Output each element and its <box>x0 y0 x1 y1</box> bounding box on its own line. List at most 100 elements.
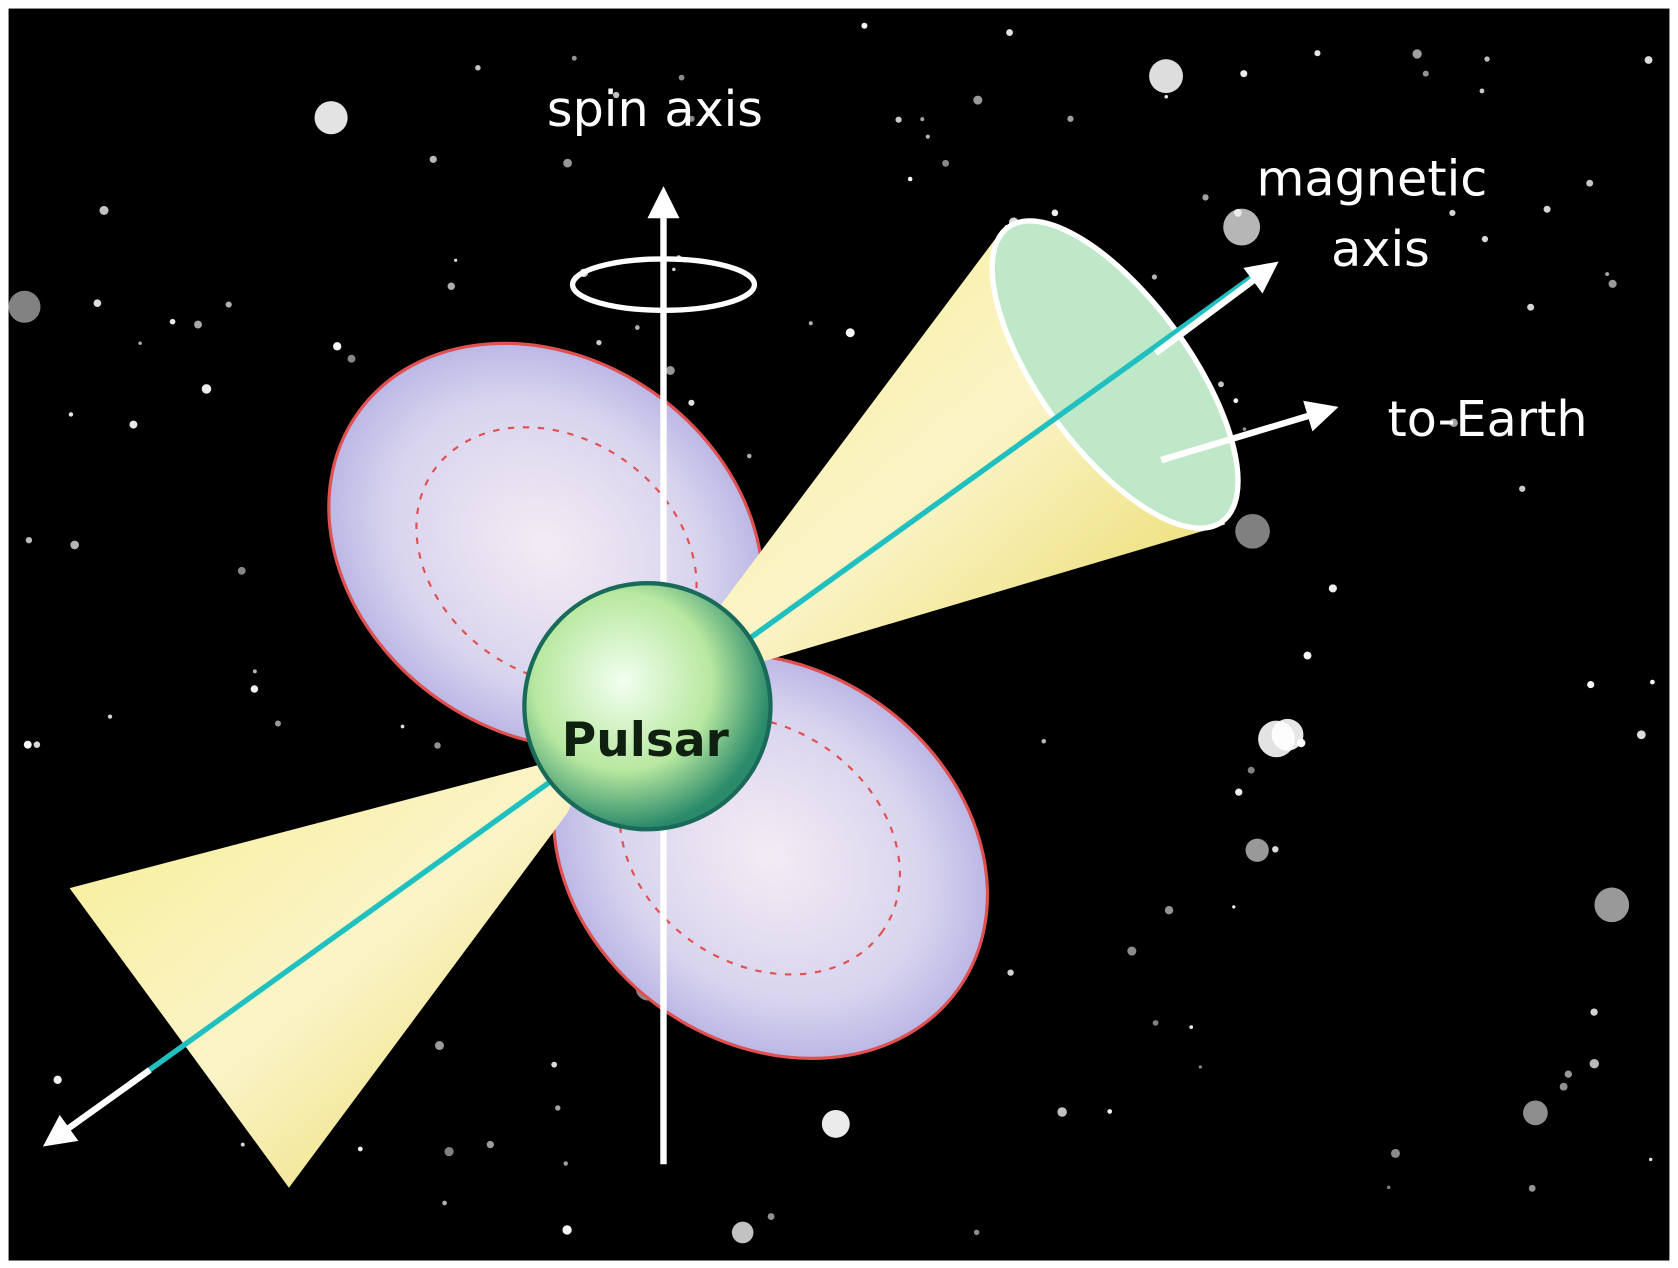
star <box>1041 738 1047 744</box>
star <box>551 1061 558 1068</box>
star <box>571 55 577 61</box>
star <box>563 1161 568 1166</box>
star <box>33 741 41 748</box>
star <box>1271 718 1304 751</box>
star <box>429 155 437 163</box>
star <box>434 742 441 749</box>
star <box>1479 88 1485 94</box>
star <box>1067 115 1074 122</box>
star <box>688 115 695 122</box>
star <box>973 1229 980 1236</box>
star <box>1559 1082 1568 1091</box>
star <box>333 342 342 351</box>
star <box>486 1140 494 1149</box>
star <box>1151 274 1157 280</box>
star <box>1589 1059 1599 1069</box>
star <box>1449 209 1456 217</box>
star <box>1328 584 1337 593</box>
star <box>93 299 102 308</box>
star <box>1519 485 1526 492</box>
star <box>475 65 481 71</box>
star <box>237 566 246 575</box>
star <box>973 95 983 105</box>
star <box>920 117 925 122</box>
star <box>347 354 356 363</box>
star <box>1107 1109 1113 1114</box>
magnetic-axis-arrow <box>1153 261 1279 356</box>
magnetic-axis-label: magnetic <box>1257 149 1488 207</box>
star <box>746 453 752 459</box>
star <box>25 536 33 544</box>
star <box>23 740 32 749</box>
star <box>1297 738 1306 748</box>
star <box>1412 49 1422 59</box>
star <box>357 1146 363 1152</box>
beam-cone <box>700 224 1226 669</box>
star <box>1223 208 1261 246</box>
star <box>861 22 868 29</box>
star <box>434 1041 444 1051</box>
earth-direction-arrow <box>1160 400 1339 464</box>
star <box>1605 272 1610 277</box>
star <box>1386 1185 1391 1190</box>
star <box>1636 730 1646 740</box>
pulsar-label: Pulsar <box>562 713 730 768</box>
star <box>1648 1157 1653 1162</box>
star <box>907 176 913 182</box>
star <box>665 366 675 375</box>
star <box>68 412 74 417</box>
star <box>70 540 79 550</box>
star <box>240 1142 245 1147</box>
star <box>1484 56 1490 62</box>
star <box>1586 179 1594 187</box>
star <box>731 1221 754 1244</box>
star <box>1314 50 1321 57</box>
star <box>688 399 695 406</box>
star <box>1543 205 1551 213</box>
star <box>1272 846 1279 853</box>
star <box>1303 651 1312 660</box>
star <box>767 1213 775 1220</box>
star <box>1235 788 1243 796</box>
star <box>1449 418 1458 428</box>
star <box>613 91 620 99</box>
star <box>1240 70 1248 78</box>
star <box>1164 94 1168 99</box>
star <box>1232 905 1236 909</box>
star <box>1218 381 1224 388</box>
star <box>8 290 41 323</box>
star <box>1481 235 1489 243</box>
star <box>672 267 676 272</box>
star <box>1235 513 1270 549</box>
star <box>53 1075 62 1084</box>
star <box>1152 1020 1159 1026</box>
star <box>1594 887 1630 923</box>
star <box>1242 427 1247 431</box>
star <box>1006 29 1013 36</box>
star <box>808 321 813 326</box>
star <box>1608 279 1617 288</box>
star <box>1587 681 1595 689</box>
star <box>1164 906 1174 915</box>
star <box>99 205 109 215</box>
star <box>1245 838 1269 862</box>
to-earth-label: to-Earth <box>1387 390 1587 448</box>
star <box>563 158 572 168</box>
star <box>1644 56 1653 64</box>
neutron-star <box>522 581 773 832</box>
star <box>1564 1070 1572 1078</box>
star <box>596 339 602 346</box>
spin-axis-label: spin axis <box>547 80 763 138</box>
star <box>1007 969 1014 976</box>
star <box>1051 209 1059 217</box>
star <box>107 714 113 719</box>
star <box>1127 946 1137 956</box>
star <box>1390 1148 1401 1158</box>
star <box>444 1147 454 1157</box>
star <box>194 320 202 329</box>
star <box>1149 59 1183 94</box>
star <box>678 74 685 81</box>
star <box>129 420 138 429</box>
star <box>925 134 930 139</box>
